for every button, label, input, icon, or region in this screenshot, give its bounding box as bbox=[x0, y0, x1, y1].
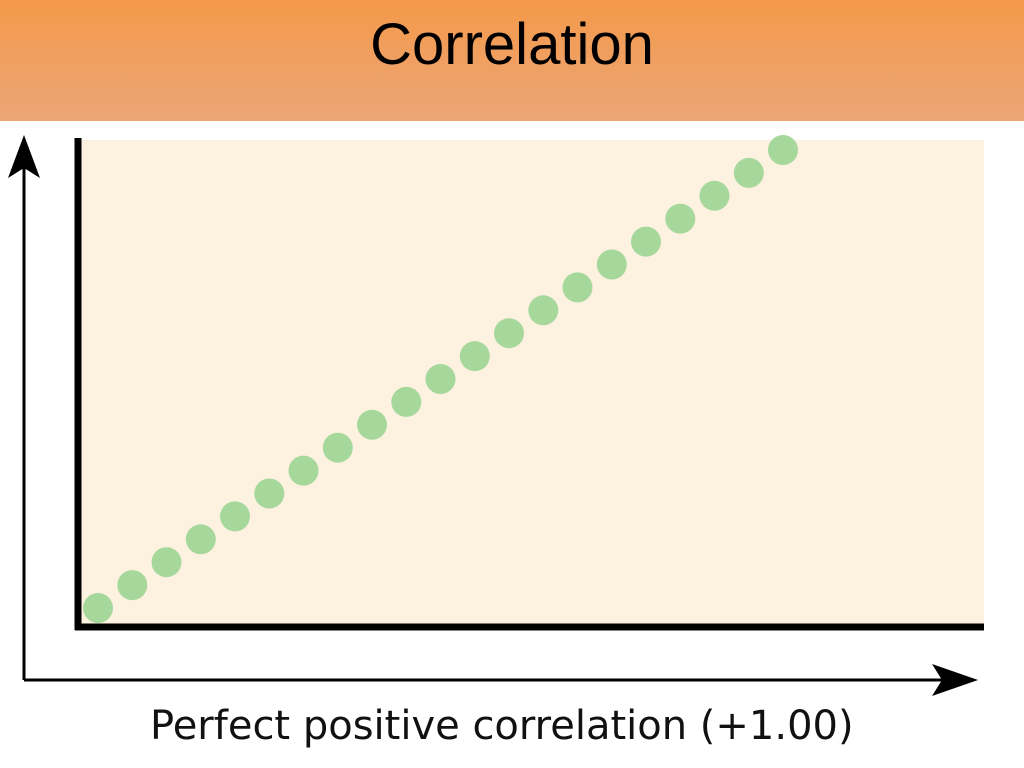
data-point-12 bbox=[459, 341, 490, 372]
data-point-10 bbox=[391, 386, 422, 417]
data-point-19 bbox=[699, 180, 730, 211]
slide-title: Correlation bbox=[370, 12, 654, 77]
data-point-5 bbox=[220, 501, 250, 532]
data-point-16 bbox=[596, 249, 627, 280]
data-point-3 bbox=[151, 547, 182, 578]
data-point-20 bbox=[733, 157, 764, 188]
y-arrow-head bbox=[8, 135, 40, 178]
data-point-9 bbox=[357, 409, 387, 440]
outer-axis-arrows bbox=[8, 135, 978, 696]
data-point-13 bbox=[494, 318, 524, 349]
data-points bbox=[83, 135, 798, 623]
data-point-15 bbox=[562, 272, 593, 303]
chart-caption: Perfect positive correlation (+1.00) bbox=[150, 703, 854, 749]
x-arrow-head bbox=[932, 664, 978, 696]
data-point-17 bbox=[631, 226, 661, 257]
data-point-14 bbox=[528, 295, 559, 326]
data-point-6 bbox=[254, 478, 285, 509]
data-point-4 bbox=[185, 524, 216, 555]
data-point-18 bbox=[665, 203, 696, 234]
data-point-11 bbox=[425, 364, 456, 394]
data-point-7 bbox=[288, 455, 319, 486]
title-bar: Correlation bbox=[0, 0, 1024, 121]
data-point-2 bbox=[117, 570, 148, 601]
data-point-21 bbox=[768, 135, 798, 165]
data-point-1 bbox=[83, 593, 113, 623]
data-point-8 bbox=[322, 432, 353, 463]
plot-area bbox=[80, 140, 984, 626]
